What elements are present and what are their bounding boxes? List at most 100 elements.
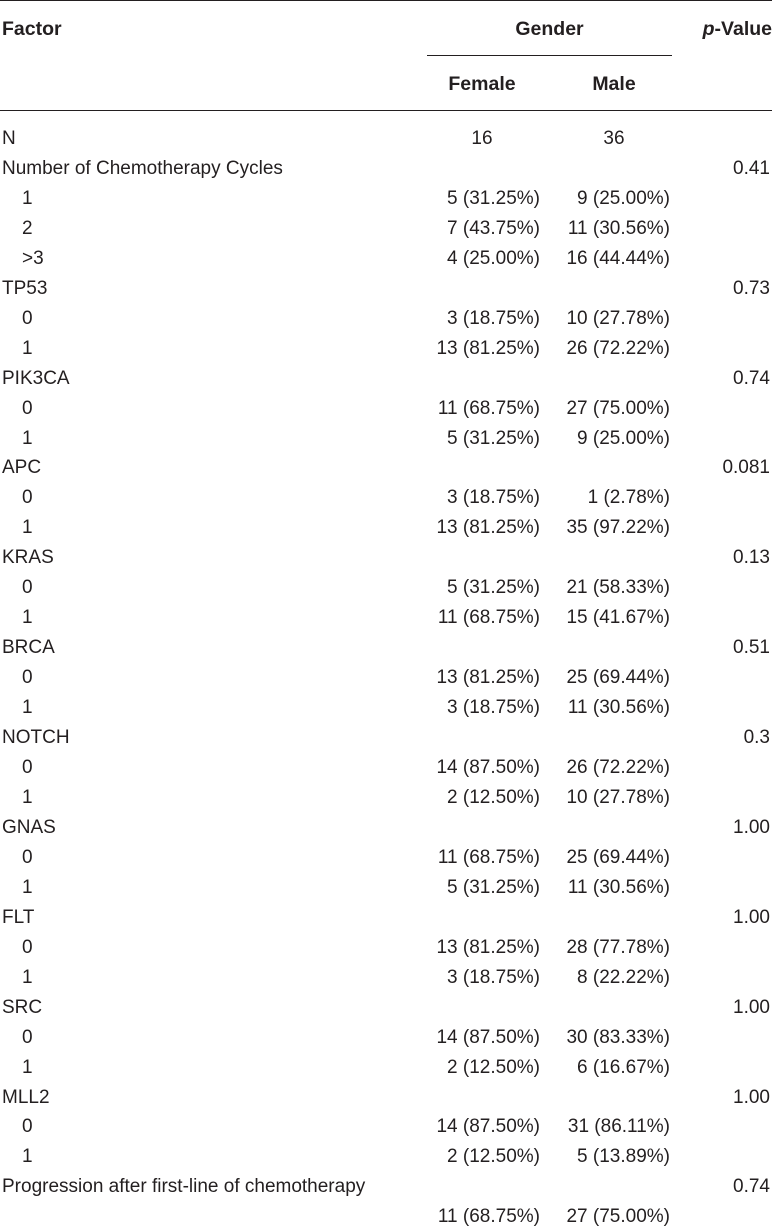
cell-p-value: 0.74 — [733, 1176, 770, 1198]
table-row: 1 2 (12.50%) 6 (16.67%) — [0, 1053, 772, 1083]
row-label: FLT — [2, 906, 35, 928]
cell-female: 3 (18.75%) — [447, 966, 540, 988]
header-bottom-rule — [0, 110, 772, 111]
row-label: 1 — [22, 876, 33, 898]
cell-female: 14 (87.50%) — [436, 1026, 540, 1048]
row-label: 1 — [22, 966, 33, 988]
cell-male: 9 (25.00%) — [577, 187, 670, 209]
cell-female: 13 (81.25%) — [436, 936, 540, 958]
cell-male: 10 (27.78%) — [566, 307, 670, 329]
header-p-rest: -Value — [714, 18, 772, 40]
cell-female: 13 (81.25%) — [436, 667, 540, 689]
cell-female: 11 (68.75%) — [437, 846, 540, 868]
cell-female: 2 (12.50%) — [447, 1146, 540, 1168]
cell-female: 5 (31.25%) — [447, 187, 540, 209]
row-label: 0 — [22, 1026, 33, 1048]
cell-female: 3 (18.75%) — [447, 307, 540, 329]
table-row: PIK3CA 0.74 — [0, 364, 772, 394]
cell-male: 28 (77.78%) — [566, 936, 670, 958]
cell-p-value: 1.00 — [733, 996, 770, 1018]
cell-male: 11 (30.56%) — [567, 697, 670, 719]
cell-female: 3 (18.75%) — [447, 697, 540, 719]
row-label: BRCA — [2, 637, 55, 659]
table-body: N 16 36 Number of Chemotherapy Cycles 0.41 1 5… — [0, 124, 772, 1232]
table-row: SRC 1.00 — [0, 993, 772, 1023]
table-row: 1 13 (81.25%) 35 (97.22%) — [0, 513, 772, 543]
table-row: FLT 1.00 — [0, 903, 772, 933]
table-row: 0 14 (87.50%) 30 (83.33%) — [0, 1023, 772, 1053]
cell-male: 8 (22.22%) — [577, 966, 670, 988]
table-row: 1 5 (31.25%) 9 (25.00%) — [0, 424, 772, 454]
cell-female: 11 (68.75%) — [437, 1206, 540, 1228]
row-label: Progression after first-line of chemothe… — [2, 1176, 366, 1198]
table-row: 0 14 (87.50%) 31 (86.11%) — [0, 1112, 772, 1142]
cell-male: 30 (83.33%) — [566, 1026, 670, 1048]
table-row: 0 14 (87.50%) 26 (72.22%) — [0, 753, 772, 783]
table-row: KRAS 0.13 — [0, 543, 772, 573]
row-label: N — [2, 128, 16, 149]
cell-female: 11 (68.75%) — [437, 397, 540, 419]
table-row: BRCA 0.51 — [0, 633, 772, 663]
row-label: SRC — [2, 996, 43, 1018]
gender-span-rule — [427, 55, 672, 56]
table-row: 1 3 (18.75%) 11 (30.56%) — [0, 693, 772, 723]
table-row: 1 11 (68.75%) 15 (41.67%) — [0, 603, 772, 633]
header-female: Female — [448, 73, 516, 95]
cell-p-value: 1.00 — [733, 1086, 770, 1108]
table-row: 0 3 (18.75%) 1 (2.78%) — [0, 483, 772, 513]
cell-female: 5 (31.25%) — [447, 876, 540, 898]
table-row: Progression after first-line of chemothe… — [0, 1172, 772, 1202]
table-row: 0 13 (81.25%) 25 (69.44%) — [0, 663, 772, 693]
cell-male: 36 — [603, 128, 625, 149]
cell-male: 9 (25.00%) — [577, 427, 670, 449]
cell-p-value: 0.51 — [733, 637, 770, 659]
row-label: 0 — [22, 487, 33, 509]
table-row: TP53 0.73 — [0, 274, 772, 304]
row-label: 2 — [22, 217, 33, 239]
header-male: Male — [592, 73, 636, 95]
cell-male: 15 (41.67%) — [566, 607, 670, 629]
table-row: 1 3 (18.75%) 8 (22.22%) — [0, 963, 772, 993]
row-label: MLL2 — [2, 1086, 50, 1108]
table-row: 0 3 (18.75%) 10 (27.78%) — [0, 304, 772, 334]
cell-p-value: 0.13 — [733, 547, 770, 569]
cell-female: 2 (12.50%) — [447, 786, 540, 808]
cell-female: 13 (81.25%) — [436, 517, 540, 539]
row-label: 1 — [22, 1146, 33, 1168]
table-row: 0 13 (81.25%) 28 (77.78%) — [0, 933, 772, 963]
cell-male: 6 (16.67%) — [577, 1056, 670, 1078]
cell-p-value: 0.73 — [733, 277, 770, 299]
row-label: GNAS — [2, 816, 56, 838]
table-row: 1 2 (12.50%) 10 (27.78%) — [0, 783, 772, 813]
cell-p-value: 1.00 — [733, 906, 770, 928]
table-row: >3 4 (25.00%) 16 (44.44%) — [0, 244, 772, 274]
table-row: 0 5 (31.25%) 21 (58.33%) — [0, 573, 772, 603]
row-label: 1 — [22, 607, 33, 629]
table-row: Number of Chemotherapy Cycles 0.41 — [0, 154, 772, 184]
row-label: 0 — [22, 667, 33, 689]
row-label: APC — [2, 457, 42, 479]
cell-female: 3 (18.75%) — [447, 487, 540, 509]
row-label: >3 — [22, 247, 44, 269]
cell-male: 5 (13.89%) — [577, 1146, 670, 1168]
cell-male: 1 (2.78%) — [587, 487, 670, 509]
table-row: GNAS 1.00 — [0, 813, 772, 843]
cell-p-value: 0.3 — [743, 727, 770, 749]
row-label: 0 — [22, 1116, 33, 1138]
cell-male: 11 (30.56%) — [567, 217, 670, 239]
row-label: 0 — [22, 397, 33, 419]
table-row: 11 (68.75%) 27 (75.00%) — [0, 1202, 772, 1232]
cell-male: 16 (44.44%) — [566, 247, 670, 269]
cell-male: 25 (69.44%) — [566, 846, 670, 868]
row-label: 1 — [22, 1056, 33, 1078]
row-label: 1 — [22, 337, 33, 359]
row-label: 0 — [22, 846, 33, 868]
table-row: 0 11 (68.75%) 27 (75.00%) — [0, 394, 772, 424]
row-label: Number of Chemotherapy Cycles — [2, 157, 283, 179]
row-label: 0 — [22, 577, 33, 599]
row-label: 1 — [22, 427, 33, 449]
table-row: 0 11 (68.75%) 25 (69.44%) — [0, 843, 772, 873]
row-label: 1 — [22, 517, 33, 539]
table-top-rule — [0, 0, 772, 1]
